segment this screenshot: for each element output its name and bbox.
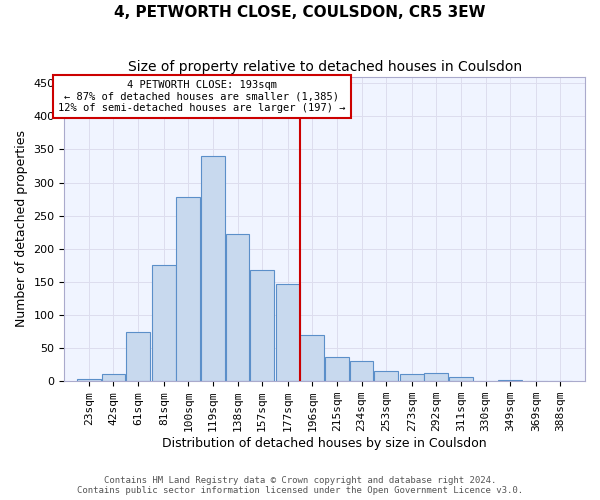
Y-axis label: Number of detached properties: Number of detached properties [15,130,28,328]
Bar [201,156,225,381]
Bar [424,372,448,381]
Bar [400,374,424,381]
Bar [325,356,349,381]
Bar [301,335,325,381]
Bar [101,374,125,381]
Bar [498,380,522,381]
Bar [77,379,101,381]
Bar [350,362,373,381]
Text: 4 PETWORTH CLOSE: 193sqm
← 87% of detached houses are smaller (1,385)
12% of sem: 4 PETWORTH CLOSE: 193sqm ← 87% of detach… [58,80,346,113]
X-axis label: Distribution of detached houses by size in Coulsdon: Distribution of detached houses by size … [163,437,487,450]
Bar [126,332,150,381]
Bar [449,377,473,381]
Bar [226,234,250,381]
Bar [276,284,300,381]
Bar [176,197,200,381]
Bar [152,266,176,381]
Title: Size of property relative to detached houses in Coulsdon: Size of property relative to detached ho… [128,60,522,74]
Bar [374,370,398,381]
Bar [250,270,274,381]
Text: Contains HM Land Registry data © Crown copyright and database right 2024.
Contai: Contains HM Land Registry data © Crown c… [77,476,523,495]
Text: 4, PETWORTH CLOSE, COULSDON, CR5 3EW: 4, PETWORTH CLOSE, COULSDON, CR5 3EW [114,5,486,20]
